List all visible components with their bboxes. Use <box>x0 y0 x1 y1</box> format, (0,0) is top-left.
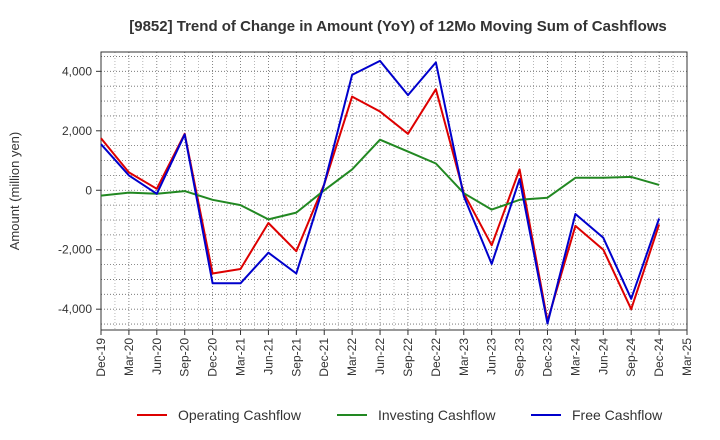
y-tick-label: 4,000 <box>62 64 92 78</box>
x-tick-label: Sep-20 <box>178 338 192 377</box>
series-lines <box>100 59 661 325</box>
x-tick-label: Dec-20 <box>206 338 220 377</box>
y-tick-label: 2,000 <box>62 124 92 138</box>
x-tick-label: Jun-23 <box>485 338 499 375</box>
x-tick-label: Dec-19 <box>94 338 108 377</box>
x-axis: Dec-19 Mar-20 Jun-20 Sep-20 Dec-20 Mar-21 Jun-… <box>94 330 694 377</box>
x-tick-label: Dec-24 <box>652 338 666 377</box>
x-tick-label: Mar-24 <box>568 338 582 376</box>
x-tick-label: Dec-23 <box>540 338 554 377</box>
x-tick-label: Sep-23 <box>513 338 527 377</box>
chart-title: [9852] Trend of Change in Amount (YoY) o… <box>129 18 667 35</box>
x-tick-label: Jun-22 <box>373 338 387 375</box>
x-tick-label: Mar-23 <box>457 338 471 376</box>
x-tick-label: Mar-20 <box>122 338 136 376</box>
y-tick-label: 0 <box>85 183 92 197</box>
x-tick-label: Sep-21 <box>289 338 303 377</box>
plot-area <box>100 51 688 331</box>
x-tick-label: Mar-25 <box>680 338 694 376</box>
x-tick-label: Mar-21 <box>234 338 248 376</box>
x-tick-label: Mar-22 <box>345 338 359 376</box>
legend: Operating Cashflow Investing Cashflow Free… <box>137 407 663 423</box>
x-tick-label: Jun-21 <box>261 338 275 375</box>
legend-label: Free Cashflow <box>572 407 663 423</box>
y-axis-label: Amount (million yen) <box>7 132 22 251</box>
y-tick-label: -4,000 <box>58 302 92 316</box>
x-tick-label: Jun-20 <box>150 338 164 375</box>
series-line-1 <box>100 138 660 221</box>
y-tick-label: -2,000 <box>58 243 92 257</box>
legend-label: Investing Cashflow <box>378 407 496 423</box>
x-tick-label: Sep-22 <box>401 338 415 377</box>
series-line-2 <box>100 59 661 325</box>
y-axis: 4,000 2,000 0 -2,000 -4,000 <box>58 64 101 316</box>
x-tick-label: Dec-22 <box>429 338 443 377</box>
x-tick-label: Dec-21 <box>317 338 331 377</box>
x-tick-label: Sep-24 <box>624 338 638 377</box>
x-tick-label: Jun-24 <box>596 338 610 375</box>
legend-label: Operating Cashflow <box>178 407 302 423</box>
grid <box>100 52 688 330</box>
